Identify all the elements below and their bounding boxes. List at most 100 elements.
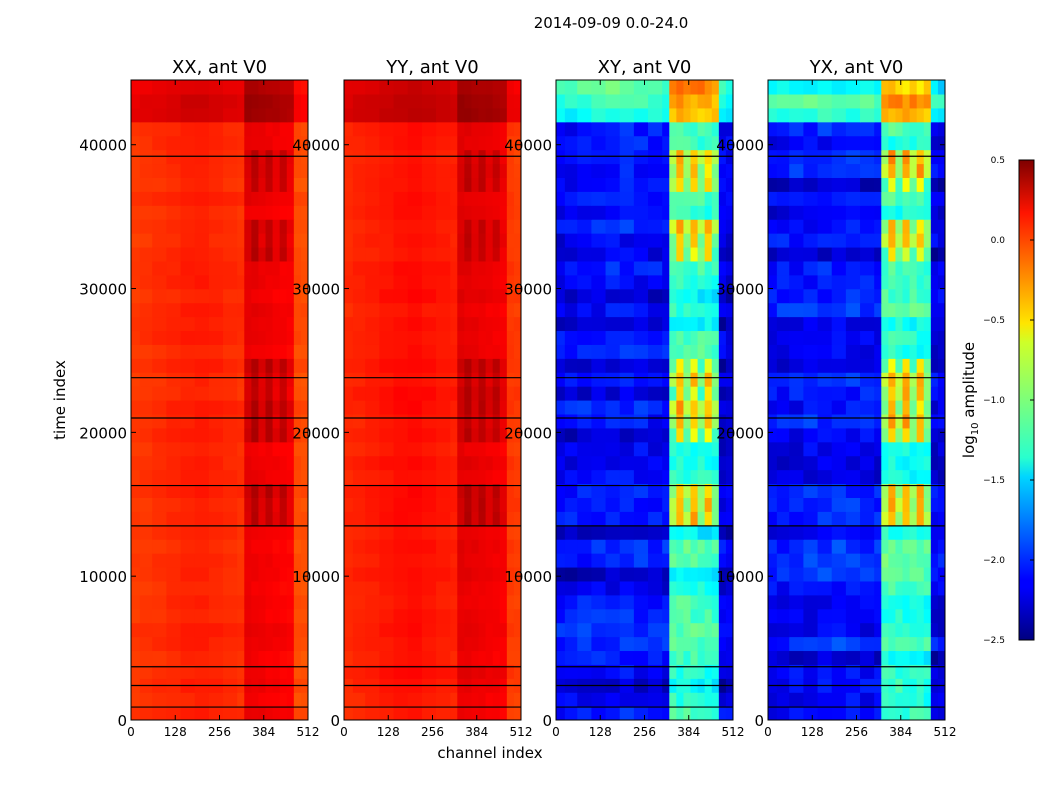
heatmap-cell <box>131 413 141 429</box>
heatmap-cell <box>379 358 395 373</box>
heatmap-cell <box>690 135 699 151</box>
heatmap-cell <box>916 219 925 234</box>
heatmap-cell <box>223 441 238 457</box>
heatmap-cell <box>450 413 458 429</box>
heatmap-cell <box>831 135 847 151</box>
heatmap-cell <box>421 302 437 318</box>
heatmap-cell <box>648 400 663 415</box>
heatmap-cell <box>633 469 649 485</box>
heatmap-cell <box>556 274 566 290</box>
heatmap-cell <box>244 636 252 652</box>
heatmap-cell <box>930 260 939 276</box>
heatmap-cell <box>676 483 685 498</box>
heatmap-cell <box>300 288 308 304</box>
heatmap-cell <box>591 413 607 429</box>
heatmap-cell <box>697 274 706 290</box>
heatmap-cell <box>605 497 621 512</box>
heatmap-cell <box>669 455 677 471</box>
heatmap-cell <box>272 121 281 137</box>
heatmap-cell <box>916 163 925 178</box>
heatmap-cell <box>888 692 897 707</box>
heatmap-cell <box>139 511 153 526</box>
heatmap-cell <box>711 441 720 457</box>
heatmap-cell <box>237 191 245 206</box>
heatmap-cell <box>251 205 260 220</box>
heatmap-cell <box>564 553 578 568</box>
heatmap-cell <box>471 302 480 318</box>
heatmap-cell <box>633 664 649 679</box>
heatmap-cell <box>845 246 861 262</box>
heatmap-cell <box>845 274 861 290</box>
heatmap-cell <box>619 233 635 248</box>
heatmap-cell <box>923 163 932 178</box>
heatmap-cell <box>888 483 897 498</box>
heatmap-cell <box>450 135 458 151</box>
heatmap-cell <box>845 553 861 568</box>
heatmap-cell <box>251 358 260 373</box>
heatmap-cell <box>223 316 238 332</box>
heatmap-cell <box>436 191 451 206</box>
heatmap-cell <box>450 497 458 512</box>
heatmap-cell <box>591 205 607 220</box>
heatmap-cell <box>669 149 677 165</box>
heatmap-cell <box>874 107 882 123</box>
heatmap-cell <box>619 191 635 206</box>
heatmap-cell <box>662 553 670 568</box>
heatmap-cell <box>648 455 663 471</box>
heatmap-cell <box>139 260 153 276</box>
x-tick-label: 256 <box>208 725 231 739</box>
heatmap-cell <box>633 455 649 471</box>
heatmap-cell <box>776 246 790 262</box>
heatmap-cell <box>860 260 875 276</box>
heatmap-cell <box>244 219 252 234</box>
heatmap-cell <box>237 553 245 568</box>
heatmap-cell <box>513 566 521 582</box>
heatmap-cell <box>272 553 281 568</box>
heatmap-cell <box>683 594 692 610</box>
heatmap-cell <box>768 233 778 248</box>
heatmap-cell <box>564 580 578 596</box>
heatmap-cell <box>902 441 911 457</box>
heatmap-cell <box>881 692 889 707</box>
heatmap-cell <box>909 427 918 443</box>
heatmap-cell <box>803 400 819 415</box>
heatmap-cell <box>704 233 713 248</box>
heatmap-cell <box>874 483 882 498</box>
heatmap-cell <box>768 650 778 665</box>
heatmap-cell <box>803 344 819 359</box>
heatmap-cell <box>704 539 713 554</box>
heatmap-cell <box>725 191 733 206</box>
heatmap-cell <box>365 441 380 457</box>
heatmap-cell <box>591 219 607 234</box>
heatmap-cell <box>895 636 904 652</box>
heatmap-cell <box>457 386 465 401</box>
heatmap-cell <box>662 566 670 582</box>
heatmap-cell <box>279 330 288 345</box>
heatmap-cell <box>244 608 252 624</box>
heatmap-cell <box>776 288 790 304</box>
heatmap-cell <box>803 93 819 109</box>
heatmap-cell <box>506 650 515 665</box>
heatmap-cell <box>845 121 861 137</box>
heatmap-cell <box>152 163 167 178</box>
heatmap-cell <box>166 80 182 95</box>
heatmap-cell <box>564 511 578 526</box>
heatmap-cell <box>725 386 733 401</box>
heatmap-cell <box>365 706 380 720</box>
heatmap-cell <box>895 260 904 276</box>
heatmap-cell <box>718 706 727 720</box>
heatmap-cell <box>704 121 713 137</box>
heatmap-cell <box>619 93 635 109</box>
heatmap-cell <box>725 400 733 415</box>
heatmap-cell <box>258 121 267 137</box>
heatmap-cell <box>464 205 473 220</box>
heatmap-cell <box>789 622 804 638</box>
heatmap-cell <box>669 288 677 304</box>
heatmap-cell <box>789 246 804 262</box>
heatmap-cell <box>789 525 804 540</box>
heatmap-cell <box>251 497 260 512</box>
heatmap-cell <box>690 149 699 165</box>
heatmap-cells <box>131 80 308 720</box>
heatmap-cell <box>485 121 494 137</box>
heatmap-cell <box>817 497 833 512</box>
